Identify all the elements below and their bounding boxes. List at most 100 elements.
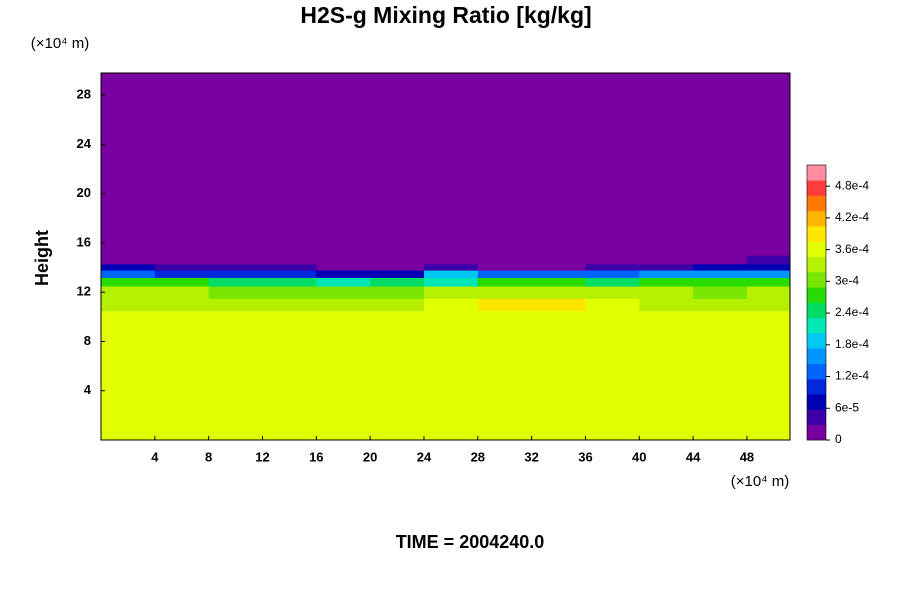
cell	[262, 277, 317, 287]
cell	[585, 73, 640, 256]
cell	[208, 286, 263, 299]
cell	[101, 255, 156, 265]
cell	[693, 277, 748, 287]
cell	[208, 255, 263, 265]
cell	[746, 255, 791, 265]
cell	[316, 310, 371, 441]
cell	[370, 270, 425, 278]
cell	[208, 277, 263, 287]
cell	[585, 277, 640, 287]
cell	[208, 298, 263, 312]
x-tick-label: 20	[363, 449, 377, 464]
cell	[370, 310, 425, 441]
cell	[531, 73, 586, 256]
cell	[154, 277, 210, 287]
cell	[693, 73, 748, 256]
cell	[531, 310, 586, 441]
colorbar-swatch	[807, 378, 826, 395]
cell	[316, 255, 371, 265]
cell	[101, 270, 156, 278]
cell	[693, 286, 748, 299]
cell	[477, 298, 533, 312]
cell	[746, 310, 791, 441]
x-unit: (×10⁴ m)	[731, 473, 790, 490]
cell	[746, 263, 791, 271]
cell	[101, 286, 156, 299]
cell	[477, 310, 533, 441]
cell	[423, 286, 479, 299]
colorbar-swatch	[807, 348, 826, 364]
cell	[477, 286, 533, 299]
cell	[208, 73, 263, 256]
x-tick-label: 44	[686, 449, 701, 464]
cell	[208, 263, 263, 271]
colorbar-tick-label: 4.8e-4	[835, 178, 869, 192]
cell	[316, 73, 371, 256]
x-tick-label: 36	[578, 449, 592, 464]
colorbar-swatch	[807, 302, 826, 319]
cell	[693, 263, 748, 271]
x-tick-label: 32	[524, 449, 538, 464]
y-tick-label: 12	[77, 284, 91, 299]
y-tick-label: 20	[77, 185, 91, 200]
cell	[585, 310, 640, 441]
x-tick-label: 24	[417, 449, 432, 464]
colorbar-swatch	[807, 195, 826, 212]
cell	[585, 270, 640, 278]
cell	[370, 286, 425, 299]
colorbar-swatch	[807, 317, 826, 334]
cell	[477, 277, 533, 287]
y-tick-label: 24	[77, 136, 92, 151]
colorbar-tick-label: 3.6e-4	[835, 242, 869, 256]
cell	[154, 263, 210, 271]
cell	[693, 255, 748, 265]
cell	[101, 263, 156, 271]
cell	[262, 263, 317, 271]
x-tick-label: 40	[632, 449, 646, 464]
y-tick-label: 4	[84, 382, 92, 397]
cell	[639, 263, 694, 271]
cell	[746, 298, 791, 312]
cell	[423, 310, 479, 441]
cell	[316, 277, 371, 287]
cell	[639, 73, 694, 256]
y-unit: (×10⁴ m)	[31, 35, 90, 52]
cell	[746, 73, 791, 256]
cell	[208, 270, 263, 278]
cell	[316, 286, 371, 299]
cell	[423, 298, 479, 312]
y-tick-label: 16	[77, 234, 91, 249]
colorbar-swatch	[807, 226, 826, 242]
colorbar-swatch	[807, 287, 826, 303]
cell	[370, 263, 425, 271]
colorbar-swatch	[807, 210, 826, 227]
cell	[477, 255, 533, 265]
cell	[154, 310, 210, 441]
cell	[370, 73, 425, 256]
chart-title: H2S-g Mixing Ratio [kg/kg]	[300, 2, 591, 28]
cell	[423, 277, 479, 287]
cell	[531, 255, 586, 265]
x-tick-label: 8	[205, 449, 212, 464]
cell	[154, 286, 210, 299]
cell	[639, 270, 694, 278]
cell	[639, 286, 694, 299]
x-tick-label: 12	[255, 449, 269, 464]
cell	[101, 310, 156, 441]
colorbar-swatch	[807, 424, 826, 441]
cell	[746, 270, 791, 278]
cell	[370, 298, 425, 312]
colorbar-swatch	[807, 256, 826, 273]
cell	[101, 298, 156, 312]
cell	[693, 298, 748, 312]
cell	[531, 286, 586, 299]
colorbar-swatch	[807, 394, 826, 410]
colorbar-swatch	[807, 271, 826, 288]
colorbar-tick-label: 4.2e-4	[835, 210, 869, 224]
cell	[154, 270, 210, 278]
x-tick-label: 28	[471, 449, 485, 464]
cell	[531, 270, 586, 278]
colorbar-tick-label: 3e-4	[835, 274, 859, 288]
colorbar-tick-label: 1.2e-4	[835, 369, 869, 383]
